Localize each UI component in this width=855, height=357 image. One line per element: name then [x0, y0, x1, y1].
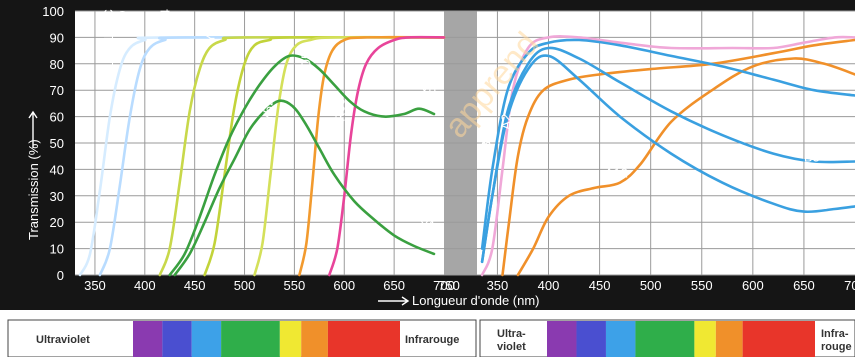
x-tick-label: 350: [487, 278, 509, 293]
curve-label: L1BC: [478, 132, 493, 165]
y-tick-label: 60: [50, 110, 64, 125]
band-label-infra: Infra-: [821, 328, 849, 340]
curve-label: B2: [804, 99, 820, 114]
x-tick-label: 600: [333, 278, 355, 293]
curve-label: X1: [420, 218, 436, 233]
band-color-swatch: [742, 321, 815, 357]
y-tick-label: 0: [57, 268, 64, 283]
series-line-a2: [501, 38, 855, 277]
y-tick-label: 40: [50, 162, 64, 177]
band-color-swatch: [327, 321, 400, 357]
y-axis-title: Transmission (%): [26, 110, 41, 240]
band-label-violet: violet: [497, 341, 526, 353]
series-line-x0: [168, 54, 436, 277]
curve-label: Y48: [203, 20, 218, 43]
y-tick-label: 70: [50, 83, 64, 98]
band-color-swatch: [715, 321, 743, 357]
curve-label: Y44: [158, 9, 173, 32]
band-label-rouge: rouge: [821, 341, 852, 353]
y-axis-arrow: [28, 110, 38, 148]
curve-label: O56: [298, 45, 313, 70]
curve-label: B8: [804, 150, 820, 165]
curve-label: A2: [499, 114, 514, 130]
x-tick-label: 650: [793, 278, 815, 293]
y-tick-label: 30: [50, 189, 64, 204]
curve-label: L37, L37C: [101, 9, 116, 69]
x-axis-title: Longueur d'onde (nm): [378, 293, 540, 308]
band-color-swatch: [301, 321, 328, 357]
series-line-y48: [203, 35, 446, 277]
x-tick-label: 700: [844, 278, 855, 293]
band-color-swatch: [547, 321, 577, 357]
left-curves: [78, 35, 446, 277]
y-tick-label: 80: [50, 57, 64, 72]
x-tick-label: 700: [433, 278, 455, 293]
x-axis-arrow: [378, 296, 410, 306]
spectrum-band: Ultraviolet Infrarouge Ultra-violet Infra-r…: [7, 319, 855, 357]
axis-ticks: 0 10 20 30 40 50 60 70 80 90 100 350 400 450 500 550 600…: [42, 4, 855, 293]
x-tick-label: 350: [84, 278, 106, 293]
band-color-swatch: [221, 321, 280, 357]
curve-label: B12: [804, 197, 827, 212]
series-line-a12: [516, 57, 855, 277]
grid: [75, 10, 855, 276]
curve-label: L39: [115, 10, 130, 32]
x-tick-label: 400: [538, 278, 560, 293]
series-line-y52: [253, 35, 446, 277]
band-label-ultra: Ultra-: [497, 328, 526, 340]
x-tick-label: 500: [640, 278, 662, 293]
series-line-l1bc: [480, 35, 855, 277]
right-curves: [480, 35, 855, 277]
y-tick-label: 50: [50, 136, 64, 151]
series-line-r60: [328, 35, 446, 277]
curve-label: Y52: [261, 99, 276, 122]
x-tick-label: 550: [284, 278, 306, 293]
band-label-ultraviolet: Ultraviolet: [36, 334, 90, 346]
curve-label: A12: [605, 165, 628, 180]
series-line-l39: [98, 35, 446, 277]
curve-label: X0: [420, 84, 436, 99]
y-tick-label: 100: [42, 4, 64, 19]
band-color-swatch: [694, 321, 716, 357]
y-tick-label: 10: [50, 242, 64, 257]
x-tick-label: 400: [134, 278, 156, 293]
band-color-swatch: [162, 321, 192, 357]
band-color-swatch: [605, 321, 636, 357]
y-tick-label: 90: [50, 30, 64, 45]
y-axis-label: Transmission (%): [26, 139, 41, 240]
band-color-swatch: [191, 321, 222, 357]
x-axis-label: Longueur d'onde (nm): [412, 293, 540, 308]
band-color-swatch: [576, 321, 606, 357]
x-tick-label: 500: [234, 278, 256, 293]
y-tick-label: 20: [50, 215, 64, 230]
x-tick-label: 650: [383, 278, 405, 293]
series-line-x1: [173, 99, 436, 277]
band-color-swatch: [133, 321, 163, 357]
band-label-infrarouge: Infrarouge: [405, 334, 459, 346]
x-tick-label: 550: [691, 278, 713, 293]
band-color-swatch: [279, 321, 302, 357]
x-tick-label: 600: [742, 278, 764, 293]
series-line-y44: [158, 35, 446, 277]
x-tick-label-separator: 750: [438, 278, 460, 293]
x-tick-label: 450: [184, 278, 206, 293]
series-line-b12: [480, 54, 855, 264]
series-line-b2: [480, 38, 855, 250]
band-color-swatch: [635, 321, 695, 357]
x-tick-label: 450: [589, 278, 611, 293]
curve-labels: L37, L37C L39 Y44 Y48 Y52 O56 R60 X0 X1 L1BC A2 A12…: [101, 9, 827, 233]
curve-label: R60: [332, 98, 347, 122]
